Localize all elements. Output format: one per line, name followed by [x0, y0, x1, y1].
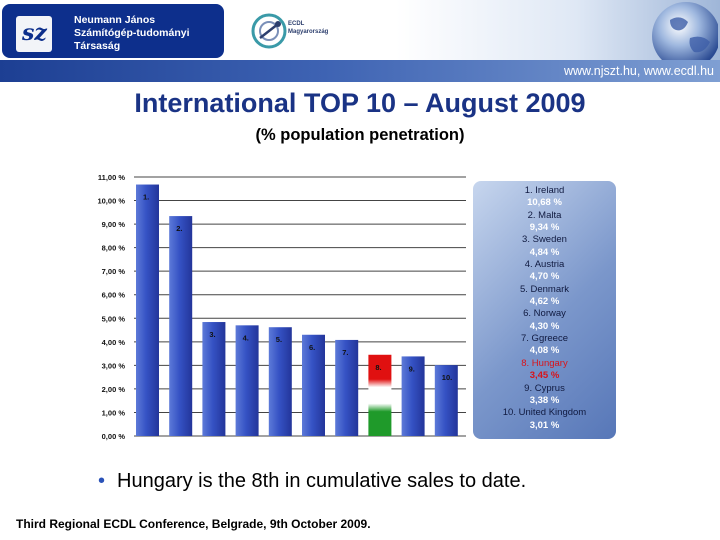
bar-label: 5. — [276, 335, 282, 344]
bar-label: 10. — [442, 373, 452, 382]
legend-item: 8. Hungary 3,45 % — [473, 358, 616, 383]
bar — [401, 356, 425, 436]
legend-value: 3,01 % — [529, 419, 560, 431]
bullet-text: Hungary is the 8th in cumulative sales t… — [117, 470, 527, 492]
legend-value: 4,62 % — [529, 296, 560, 308]
y-tick-label: 2,00 % — [102, 385, 126, 394]
legend-value: 4,84 % — [529, 246, 560, 258]
bar-label: 2. — [176, 224, 182, 233]
org-name-line-2: Számítógép-tudományi — [74, 27, 190, 39]
ranking-legend: 1. Ireland 10,68 % 2. Malta 9,34 % 3. Sweden… — [473, 181, 616, 439]
org-name-line-1: Neumann János — [74, 14, 156, 26]
legend-item: 9. Cyprus 3,38 % — [473, 383, 616, 408]
legend-country: 7. Ggreece — [521, 333, 568, 345]
bars — [136, 184, 458, 436]
legend-value: 10,68 % — [527, 197, 562, 209]
legend-item: 1. Ireland 10,68 % — [473, 185, 616, 210]
bar — [368, 354, 392, 436]
bar — [434, 365, 458, 436]
org-name-line-3: Társaság — [74, 40, 121, 52]
njszt-logo-banner: sz Neumann János Számítógép-tudományi Tá… — [2, 4, 224, 58]
y-tick-label: 0,00 % — [102, 432, 126, 441]
legend-value: 3,38 % — [529, 394, 560, 406]
bar-label: 4. — [243, 333, 249, 342]
bar-label: 6. — [309, 343, 315, 352]
bar-label: 7. — [342, 348, 348, 357]
legend-country: 10. United Kingdom — [502, 407, 587, 419]
y-tick-label: 1,00 % — [102, 408, 126, 417]
y-tick-label: 10,00 % — [97, 197, 125, 206]
legend-value: 4,70 % — [529, 271, 560, 283]
bar — [136, 184, 159, 436]
footer-text: Third Regional ECDL Conference, Belgrade… — [16, 517, 371, 531]
bullet-icon: • — [98, 470, 106, 492]
chart-title: International TOP 10 – August 2009 — [134, 88, 586, 118]
url-bar: www.njszt.hu, www.ecdl.hu — [0, 60, 720, 82]
y-tick-label: 9,00 % — [102, 220, 126, 229]
legend-country: 8. Hungary — [521, 357, 568, 369]
chart-subtitle: (% population penetration) — [255, 126, 465, 144]
bar-labels: 1. 2. 3. 4. 5. 6. 7. 8. 9. 10. — [143, 193, 452, 383]
legend-item: 6. Norway 4,30 % — [473, 308, 616, 333]
y-tick-label: 8,00 % — [102, 244, 126, 253]
bar — [169, 216, 193, 436]
njszt-logo-icon: sz — [16, 16, 52, 52]
y-tick-label: 11,00 % — [98, 173, 125, 182]
legend-item: 4. Austria 4,70 % — [473, 259, 616, 284]
legend-value: 4,08 % — [529, 345, 560, 357]
site-urls: www.njszt.hu, www.ecdl.hu — [563, 64, 714, 78]
bar-chart: 0,00 % 1,00 % 2,00 % 3,00 % 4,00 % 5,00 % 6,00… — [97, 173, 466, 441]
bar — [235, 325, 259, 436]
bar-label: 8. — [375, 363, 381, 372]
bar-label: 9. — [409, 364, 415, 373]
legend-item: 3. Sweden 4,84 % — [473, 234, 616, 259]
legend-item: 2. Malta 9,34 % — [473, 210, 616, 235]
legend-country: 9. Cyprus — [524, 382, 565, 394]
legend-country: 3. Sweden — [522, 234, 567, 246]
y-tick-labels: 0,00 % 1,00 % 2,00 % 3,00 % 4,00 % 5,00 % 6,00… — [97, 173, 125, 441]
ecdl-logo-icon — [251, 13, 287, 49]
legend-value: 3,45 % — [529, 370, 560, 382]
bar — [202, 322, 226, 436]
legend-country: 5. Denmark — [519, 283, 570, 295]
legend-value: 4,30 % — [529, 320, 560, 332]
legend-value: 9,34 % — [529, 222, 560, 234]
legend-country: 1. Ireland — [524, 185, 565, 196]
legend-item: 7. Ggreece 4,08 % — [473, 333, 616, 358]
legend-country: 6. Norway — [523, 308, 566, 320]
legend-list: 1. Ireland 10,68 % 2. Malta 9,34 % 3. Sweden… — [473, 181, 616, 432]
bar — [335, 339, 359, 436]
legend-item: 5. Denmark 4,62 % — [473, 284, 616, 309]
bullet-point: • Hungary is the 8th in cumulative sales … — [98, 470, 526, 493]
y-tick-label: 4,00 % — [102, 338, 126, 347]
globe-icon — [652, 2, 718, 62]
ecdl-line-1: ECDL — [288, 21, 305, 27]
org-name: Neumann János Számítógép-tudományi Társa… — [74, 14, 190, 53]
bar — [302, 334, 325, 436]
bar-label: 1. — [143, 193, 149, 202]
slide-header: sz Neumann János Számítógép-tudományi Tá… — [0, 0, 720, 82]
y-tick-label: 3,00 % — [102, 361, 126, 370]
bar — [268, 327, 292, 436]
legend-country: 4. Austria — [524, 259, 565, 271]
y-tick-label: 6,00 % — [102, 291, 126, 300]
y-tick-label: 7,00 % — [102, 267, 126, 276]
bar-label: 3. — [209, 330, 215, 339]
y-tick-label: 5,00 % — [102, 314, 126, 323]
legend-item: 10. United Kingdom 3,01 % — [473, 407, 616, 432]
ecdl-line-2: Magyarország — [288, 29, 329, 35]
ecdl-text: ECDL Magyarország — [288, 20, 328, 36]
legend-country: 2. Malta — [527, 209, 562, 221]
